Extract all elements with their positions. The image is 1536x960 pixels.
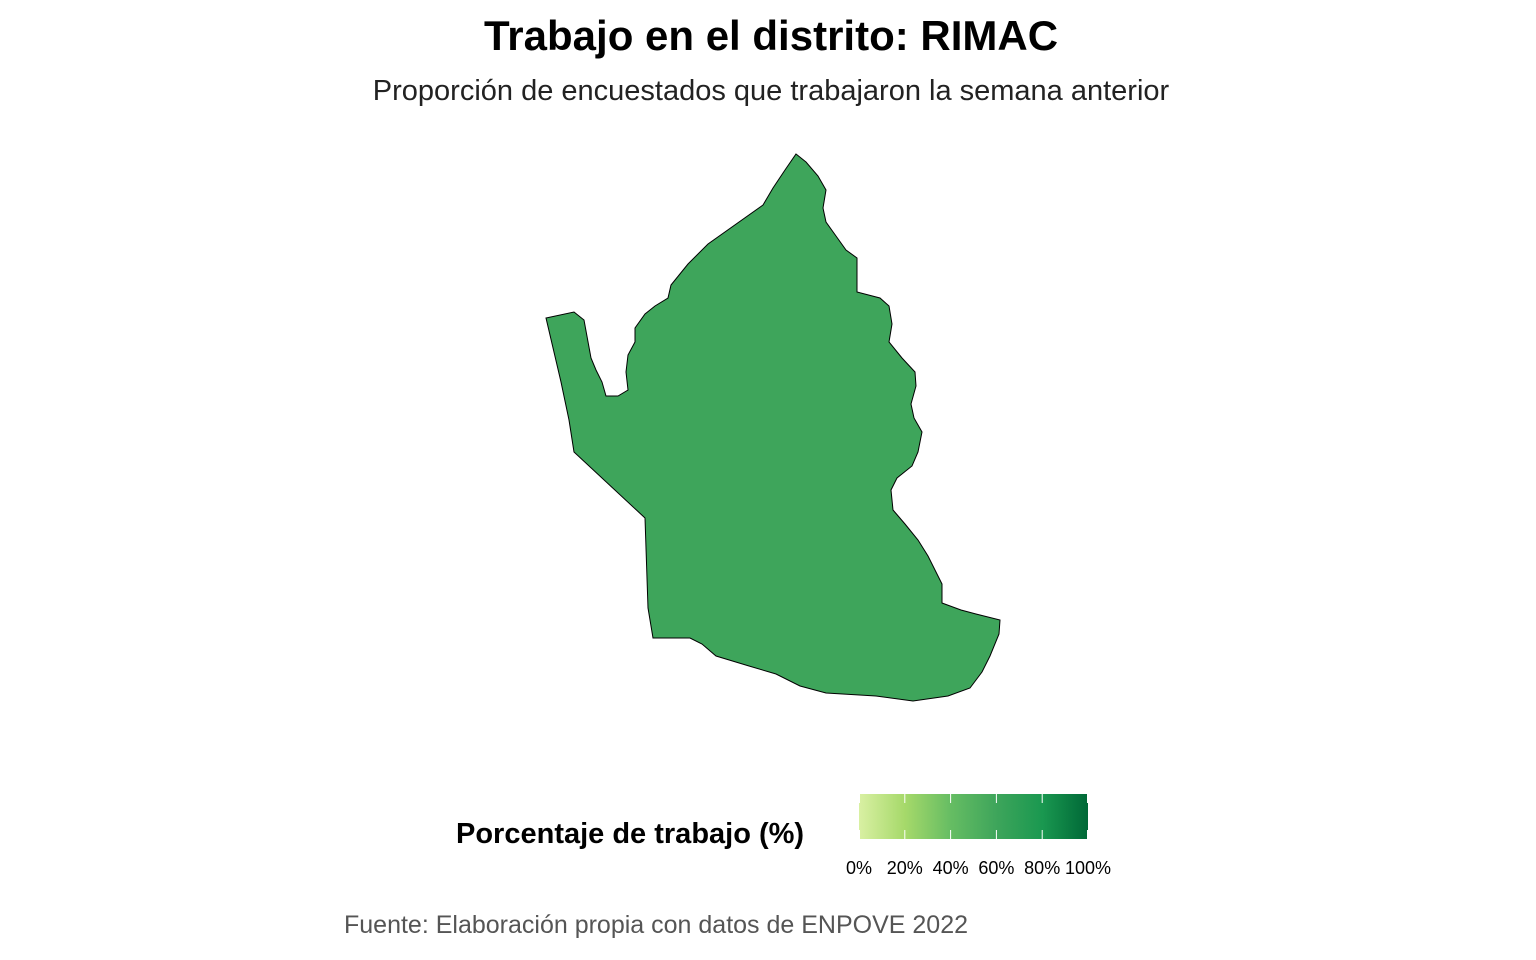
legend-title: Porcentaje de trabajo (%) [456, 818, 805, 850]
legend-tick-label: 40% [932, 858, 969, 878]
legend-gradient-rect [859, 794, 1088, 839]
legend-tick-label: 60% [978, 858, 1015, 878]
legend-tick-label: 80% [1024, 858, 1061, 878]
chart-title: Trabajo en el distrito: RIMAC [483, 12, 1059, 59]
legend-tick-label: 100% [1064, 858, 1112, 878]
chart-subtitle: Proporción de encuestados que trabajaron… [372, 75, 1170, 107]
legend-tick-label: 0% [845, 858, 873, 878]
source-caption: Fuente: Elaboración propia con datos de … [344, 911, 969, 939]
legend-tick-label: 20% [886, 858, 923, 878]
district-region-rimac [545, 153, 1001, 702]
legend-colorbar [859, 794, 1088, 839]
